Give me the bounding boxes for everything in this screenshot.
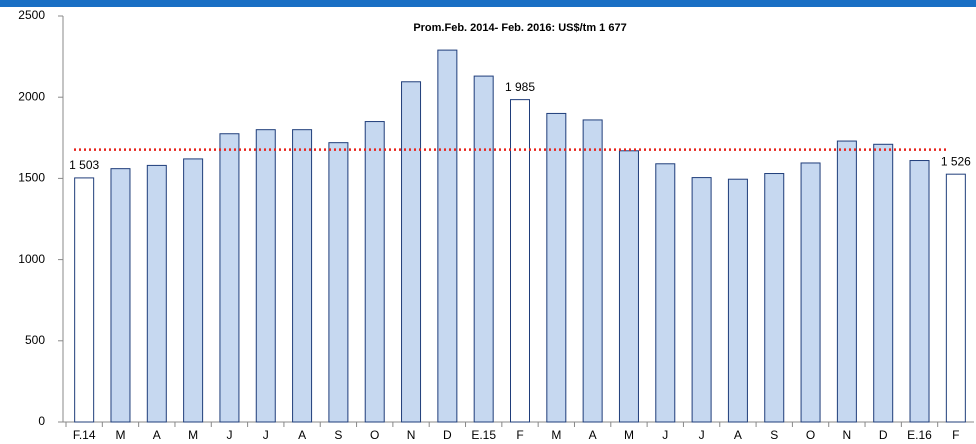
bar bbox=[401, 81, 422, 423]
bar bbox=[292, 129, 313, 423]
bar bbox=[873, 143, 894, 423]
bar bbox=[219, 133, 240, 423]
x-tick-label: N bbox=[843, 428, 852, 442]
bar bbox=[110, 168, 131, 423]
x-tick-label: S bbox=[334, 428, 342, 442]
chart-title: Prom.Feb. 2014- Feb. 2016: US$/tm 1 677 bbox=[413, 22, 626, 34]
x-tick-label: J bbox=[662, 428, 668, 442]
x-tick-label: F bbox=[952, 428, 959, 442]
y-tick-label: 500 bbox=[25, 333, 45, 347]
x-tick-label: E.15 bbox=[471, 428, 496, 442]
bar bbox=[655, 163, 676, 423]
bar bbox=[473, 75, 494, 423]
bar bbox=[836, 140, 857, 423]
bar bbox=[945, 173, 966, 423]
y-tick-label: 0 bbox=[38, 414, 45, 428]
x-tick-label: A bbox=[589, 428, 597, 442]
bar bbox=[582, 119, 603, 423]
x-tick-label: A bbox=[298, 428, 306, 442]
x-tick-label: M bbox=[624, 428, 634, 442]
bar bbox=[727, 178, 748, 423]
x-tick-label: J bbox=[699, 428, 705, 442]
x-tick-label: A bbox=[153, 428, 161, 442]
bar bbox=[183, 158, 204, 423]
bar bbox=[364, 121, 385, 423]
y-tick-label: 1500 bbox=[18, 171, 45, 185]
x-tick-label: J bbox=[263, 428, 269, 442]
bar bbox=[764, 173, 785, 423]
bar bbox=[909, 160, 930, 423]
x-tick-label: O bbox=[806, 428, 815, 442]
bar bbox=[74, 177, 95, 423]
bar bbox=[510, 99, 530, 423]
x-tick-label: M bbox=[188, 428, 198, 442]
bar bbox=[437, 49, 458, 423]
x-tick-label: E.16 bbox=[907, 428, 932, 442]
x-tick-label: S bbox=[770, 428, 778, 442]
bar bbox=[691, 177, 712, 423]
bar bbox=[328, 142, 349, 423]
bar bbox=[800, 162, 821, 423]
value-label: 1 985 bbox=[505, 80, 535, 94]
x-tick-label: O bbox=[370, 428, 379, 442]
bar bbox=[146, 164, 167, 423]
bar bbox=[546, 112, 567, 423]
y-tick-label: 1000 bbox=[18, 252, 45, 266]
x-tick-label: F bbox=[516, 428, 523, 442]
value-label: 1 526 bbox=[941, 154, 971, 168]
x-tick-label: F.14 bbox=[73, 428, 96, 442]
top-band bbox=[0, 0, 976, 7]
x-tick-label: A bbox=[734, 428, 742, 442]
y-tick-label: 2500 bbox=[18, 8, 45, 22]
y-tick-label: 2000 bbox=[18, 89, 45, 103]
x-tick-label: M bbox=[551, 428, 561, 442]
x-tick-label: D bbox=[443, 428, 452, 442]
x-tick-label: D bbox=[879, 428, 888, 442]
bar bbox=[618, 150, 639, 423]
value-label: 1 503 bbox=[69, 158, 99, 172]
x-tick-label: N bbox=[407, 428, 416, 442]
x-tick-label: M bbox=[115, 428, 125, 442]
x-tick-label: J bbox=[226, 428, 232, 442]
bar bbox=[255, 129, 276, 423]
